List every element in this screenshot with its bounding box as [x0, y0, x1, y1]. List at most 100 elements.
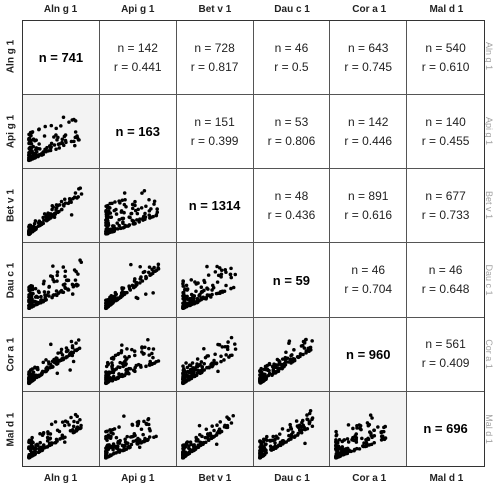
scatter-point [117, 224, 121, 228]
scatter-point [120, 217, 124, 221]
scatter-point [71, 359, 76, 363]
scatter-point [120, 220, 125, 225]
scatter-point [223, 284, 228, 288]
scatter-point [73, 278, 78, 283]
scatter-point [34, 446, 38, 451]
scatter-point [142, 189, 147, 193]
scatter-point [65, 278, 70, 283]
scatter-point [260, 452, 264, 457]
scatter-point [117, 365, 122, 369]
scatter-point [180, 364, 185, 368]
column-label-bottom-aln-g-1: Aln g 1 [43, 473, 78, 484]
scatter-point [360, 436, 364, 440]
scatter-point [143, 292, 148, 297]
scatter-point [181, 447, 186, 451]
scatter-point [61, 265, 66, 270]
scatter-point [119, 348, 124, 353]
scatter-point [358, 426, 363, 431]
scatter-point [36, 154, 40, 159]
scatter-point [181, 279, 185, 284]
scatter-point [216, 274, 221, 278]
scatter-plot [103, 337, 161, 385]
column-label-top-aln-g-1: Aln g 1 [43, 4, 78, 15]
scatter-point [55, 356, 59, 360]
scatter-point [73, 348, 77, 352]
stats-cell-api-g-1-vs-bet-v-1: n = 151 r = 0.399 [176, 95, 254, 170]
scatter-point [37, 373, 41, 378]
scatter-point [130, 422, 134, 427]
column-label-bottom-mal-d-1: Mal d 1 [429, 473, 464, 484]
scatter-point [72, 419, 76, 424]
scatter-point [132, 349, 137, 353]
scatter-point [107, 206, 112, 210]
scatter-point [156, 263, 160, 267]
scatter-point [299, 430, 303, 435]
scatter-point [199, 290, 204, 294]
scatter-point [229, 335, 233, 340]
diagonal-count-label: n = 960 [346, 346, 391, 362]
scatter-point [34, 138, 38, 143]
scatter-point [52, 212, 57, 216]
scatter-point [202, 361, 206, 366]
scatter-point [228, 273, 232, 277]
scatter-point [192, 280, 197, 285]
scatter-point [52, 143, 57, 147]
scatter-point [270, 434, 275, 439]
scatter-point [44, 368, 48, 373]
scatter-point [63, 419, 68, 423]
scatter-point [372, 433, 377, 438]
scatter-point [62, 440, 67, 444]
scatter-point [75, 420, 80, 424]
column-label-top-api-g-1: Api g 1 [121, 4, 155, 15]
scatter-point [51, 264, 55, 269]
scatter-point [27, 295, 31, 300]
scatter-point [54, 437, 59, 442]
scatter-cell-mal-d-1-vs-dau-c-1 [253, 391, 331, 466]
scatter-point [294, 419, 298, 423]
scatter-point [68, 428, 73, 433]
stats-cell-dau-c-1-vs-mal-d-1: n = 46 r = 0.648 [407, 243, 484, 318]
column-label-top-dau-c-1: Dau c 1 [274, 4, 310, 15]
pair-r-label: r = 0.436 [267, 207, 316, 222]
scatter-point [193, 445, 198, 449]
scatter-point [303, 337, 307, 342]
scatter-point [107, 370, 112, 375]
scatter-point [54, 206, 59, 210]
scatter-point [109, 360, 114, 365]
scatter-point [34, 295, 39, 299]
scatter-point [185, 440, 189, 444]
scatter-point [213, 352, 217, 356]
scatter-point [39, 295, 43, 299]
scatter-point [189, 448, 194, 453]
stats-cell-aln-g-1-vs-api-g-1: n = 142 r = 0.441 [99, 21, 177, 96]
scatter-point [367, 443, 372, 447]
scatter-point [104, 379, 108, 384]
stats-cell-aln-g-1-vs-dau-c-1: n = 46 r = 0.5 [253, 21, 331, 96]
scatter-point [128, 435, 133, 439]
scatter-point [45, 218, 49, 223]
scatter-point [72, 195, 77, 200]
scatter-point [181, 291, 186, 296]
scatter-point [217, 427, 221, 431]
scatter-point [28, 145, 32, 150]
scatter-point [189, 278, 193, 283]
pair-r-label: r = 0.441 [113, 59, 162, 74]
scatter-matrix: n = 741 n = 142 r = 0.441 n = 728 r = 0.817 n… [22, 20, 485, 467]
scatter-point [104, 364, 109, 368]
scatter-point [155, 207, 159, 212]
scatter-point [382, 425, 386, 429]
scatter-point [46, 149, 51, 153]
scatter-point [114, 292, 118, 297]
scatter-point [117, 371, 121, 376]
scatter-point [344, 446, 348, 451]
scatter-point [134, 283, 139, 287]
scatter-point [69, 350, 74, 354]
scatter-point [28, 148, 33, 153]
scatter-plot [27, 258, 84, 311]
scatter-point [380, 437, 384, 442]
scatter-point [299, 420, 304, 425]
scatter-point [135, 423, 140, 428]
scatter-point [263, 448, 268, 452]
scatter-point [279, 366, 284, 371]
scatter-point [140, 191, 144, 196]
